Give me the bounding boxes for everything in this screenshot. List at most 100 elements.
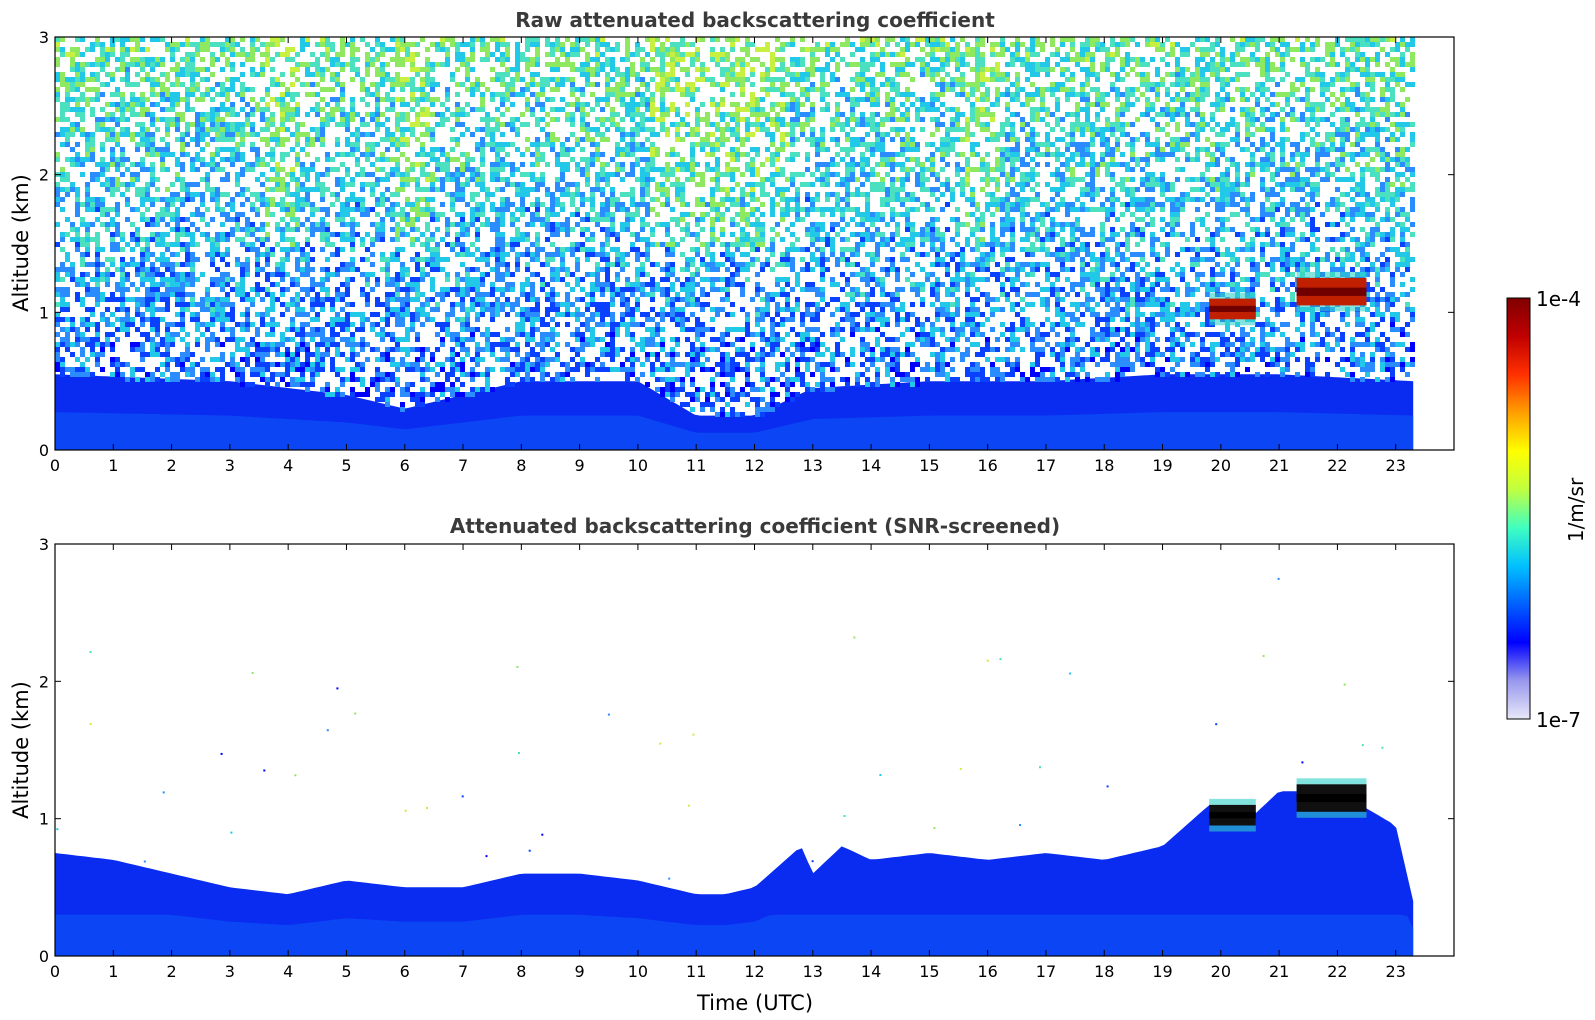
noise-cell bbox=[455, 292, 460, 297]
noise-cell bbox=[540, 177, 545, 182]
noise-cell bbox=[145, 337, 150, 342]
noise-cell bbox=[105, 132, 110, 137]
noise-cell bbox=[560, 312, 565, 317]
noise-cell bbox=[475, 347, 480, 352]
noise-cell bbox=[670, 352, 675, 357]
noise-cell bbox=[350, 277, 355, 282]
noise-cell bbox=[215, 202, 220, 207]
noise-cell bbox=[415, 122, 420, 127]
noise-cell bbox=[65, 267, 70, 272]
noise-cell bbox=[150, 262, 155, 267]
noise-cell bbox=[360, 392, 365, 397]
noise-cell bbox=[470, 157, 475, 162]
noise-cell bbox=[55, 182, 60, 187]
noise-cell bbox=[225, 87, 230, 92]
noise-cell bbox=[400, 172, 405, 177]
noise-cell bbox=[170, 252, 175, 257]
noise-cell bbox=[355, 377, 360, 382]
noise-cell bbox=[535, 182, 540, 187]
noise-cell bbox=[660, 267, 665, 272]
noise-cell bbox=[215, 57, 220, 62]
noise-cell bbox=[510, 77, 515, 82]
noise-cell bbox=[140, 167, 145, 172]
noise-cell bbox=[350, 197, 355, 202]
noise-cell bbox=[105, 322, 110, 327]
noise-cell bbox=[590, 232, 595, 237]
noise-cell bbox=[640, 227, 645, 232]
noise-cell bbox=[240, 167, 245, 172]
noise-cell bbox=[400, 102, 405, 107]
noise-cell bbox=[580, 242, 585, 247]
noise-cell bbox=[690, 87, 695, 92]
noise-cell bbox=[145, 292, 150, 297]
noise-cell bbox=[130, 82, 135, 87]
noise-cell bbox=[305, 252, 310, 257]
noise-cell bbox=[270, 147, 275, 152]
noise-cell bbox=[605, 282, 610, 287]
noise-cell bbox=[575, 207, 580, 212]
noise-cell bbox=[350, 97, 355, 102]
noise-cell bbox=[100, 107, 105, 112]
noise-cell bbox=[270, 57, 275, 62]
noise-cell bbox=[425, 122, 430, 127]
noise-cell bbox=[180, 302, 185, 307]
noise-cell bbox=[610, 367, 615, 372]
noise-cell bbox=[325, 347, 330, 352]
noise-cell bbox=[95, 97, 100, 102]
noise-cell bbox=[620, 287, 625, 292]
noise-cell bbox=[675, 312, 680, 317]
noise-cell bbox=[120, 372, 125, 377]
noise-cell bbox=[380, 47, 385, 52]
noise-cell bbox=[440, 167, 445, 172]
noise-cell bbox=[140, 92, 145, 97]
noise-cell bbox=[110, 157, 115, 162]
noise-cell bbox=[370, 82, 375, 87]
noise-cell bbox=[420, 142, 425, 147]
noise-cell bbox=[160, 137, 165, 142]
noise-cell bbox=[665, 297, 670, 302]
noise-cell bbox=[70, 272, 75, 277]
noise-cell bbox=[295, 137, 300, 142]
noise-cell bbox=[75, 107, 80, 112]
noise-cell bbox=[585, 252, 590, 257]
noise-cell bbox=[285, 352, 290, 357]
noise-cell bbox=[500, 177, 505, 182]
noise-cell bbox=[390, 82, 395, 87]
noise-cell bbox=[520, 232, 525, 237]
noise-cell bbox=[155, 62, 160, 67]
noise-cell bbox=[675, 152, 680, 157]
noise-cell bbox=[300, 267, 305, 272]
noise-cell bbox=[305, 342, 310, 347]
noise-cell bbox=[675, 77, 680, 82]
noise-cell bbox=[525, 292, 530, 297]
noise-cell bbox=[215, 267, 220, 272]
noise-cell bbox=[130, 367, 135, 372]
noise-cell bbox=[65, 347, 70, 352]
noise-cell bbox=[625, 102, 630, 107]
noise-cell bbox=[330, 107, 335, 112]
noise-cell bbox=[350, 387, 355, 392]
noise-cell bbox=[690, 232, 695, 237]
noise-cell bbox=[430, 197, 435, 202]
noise-cell bbox=[405, 112, 410, 117]
noise-cell bbox=[330, 47, 335, 52]
noise-cell bbox=[65, 187, 70, 192]
noise-cell bbox=[145, 237, 150, 242]
noise-cell bbox=[185, 307, 190, 312]
noise-cell bbox=[690, 82, 695, 87]
noise-cell bbox=[350, 142, 355, 147]
noise-cell bbox=[400, 137, 405, 142]
noise-cell bbox=[245, 267, 250, 272]
noise-cell bbox=[105, 117, 110, 122]
noise-cell bbox=[615, 67, 620, 72]
noise-cell bbox=[580, 202, 585, 207]
noise-cell bbox=[225, 272, 230, 277]
noise-cell bbox=[235, 177, 240, 182]
noise-cell bbox=[65, 302, 70, 307]
noise-cell bbox=[300, 327, 305, 332]
noise-cell bbox=[340, 322, 345, 327]
noise-cell bbox=[590, 57, 595, 62]
noise-cell bbox=[425, 47, 430, 52]
noise-cell bbox=[235, 237, 240, 242]
noise-cell bbox=[265, 122, 270, 127]
